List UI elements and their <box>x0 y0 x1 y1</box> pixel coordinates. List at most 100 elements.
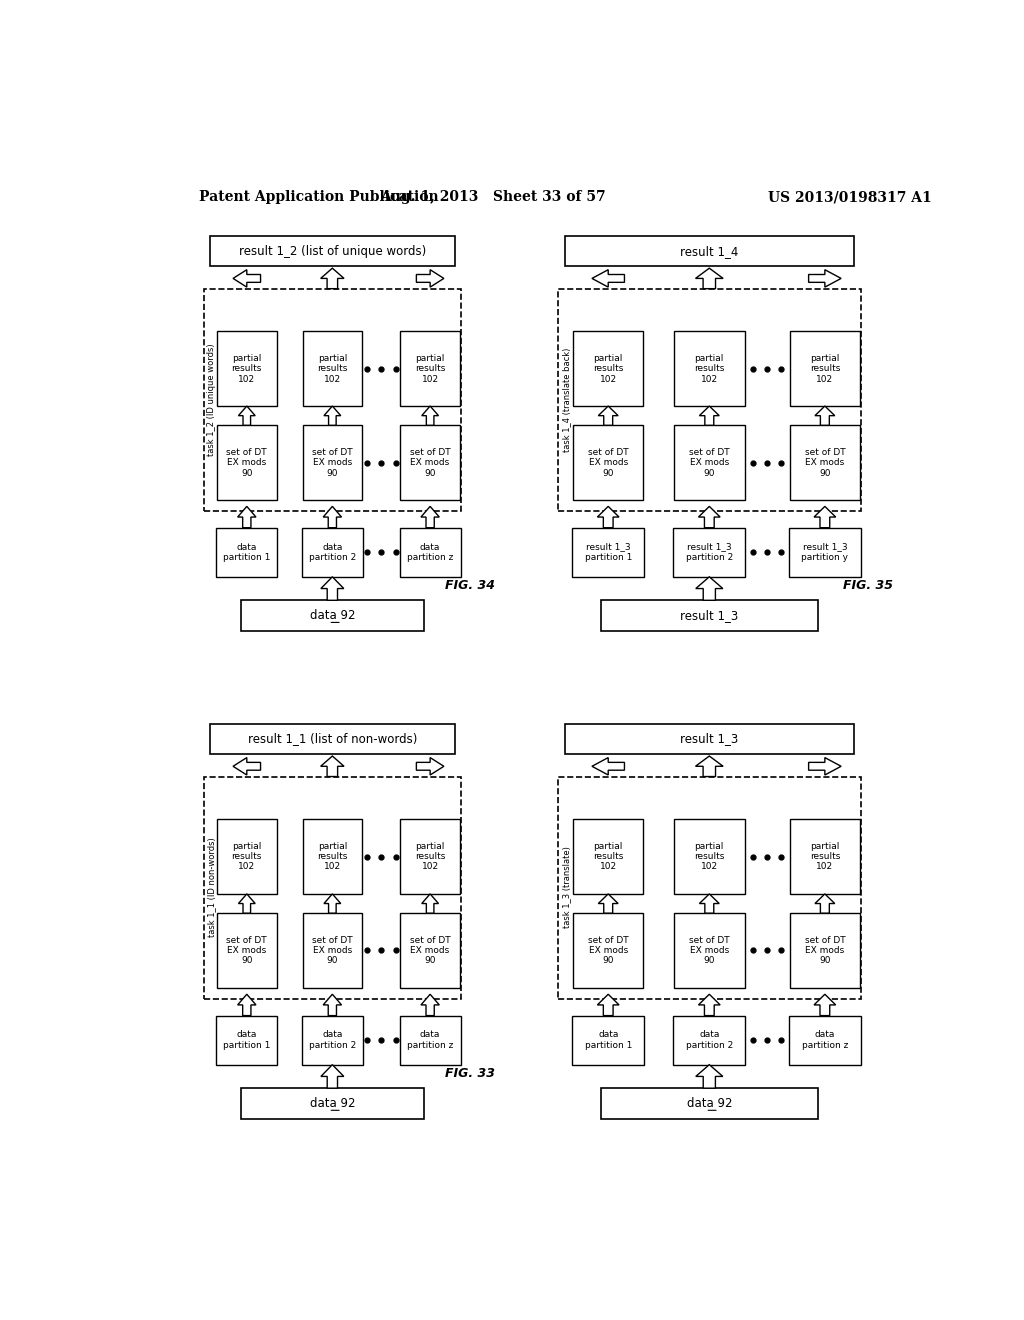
Bar <box>216 528 278 577</box>
Polygon shape <box>695 756 723 776</box>
Bar <box>302 1015 362 1065</box>
Bar <box>241 601 424 631</box>
Bar <box>400 820 460 894</box>
Polygon shape <box>422 407 438 425</box>
Bar <box>565 236 854 267</box>
Text: data
partition z: data partition z <box>407 543 454 562</box>
Text: partial
results
102: partial results 102 <box>317 354 347 384</box>
Text: data
partition 2: data partition 2 <box>686 1031 733 1049</box>
Bar <box>790 820 860 894</box>
Text: set of DT
EX mods
90: set of DT EX mods 90 <box>410 936 451 965</box>
Polygon shape <box>695 577 723 601</box>
Bar <box>216 1015 278 1065</box>
Text: result 1_4: result 1_4 <box>680 244 738 257</box>
Polygon shape <box>695 1065 723 1088</box>
Text: set of DT
EX mods
90: set of DT EX mods 90 <box>410 447 451 478</box>
Bar <box>572 528 644 577</box>
Text: task 1_4 (translate back): task 1_4 (translate back) <box>562 347 571 451</box>
Bar <box>302 425 362 500</box>
Bar <box>558 289 861 511</box>
Polygon shape <box>324 994 342 1015</box>
Bar <box>601 601 817 631</box>
Polygon shape <box>592 758 625 775</box>
Text: result 1_3
partition 2: result 1_3 partition 2 <box>686 543 733 562</box>
Polygon shape <box>815 894 835 913</box>
Text: partial
results
102: partial results 102 <box>415 354 445 384</box>
Bar <box>788 528 861 577</box>
Bar <box>572 1015 644 1065</box>
Polygon shape <box>417 269 443 288</box>
Text: result 1_1 (list of non-words): result 1_1 (list of non-words) <box>248 733 417 746</box>
Text: data
partition 1: data partition 1 <box>223 543 270 562</box>
Text: result 1_3: result 1_3 <box>680 733 738 746</box>
Bar <box>400 331 460 407</box>
Polygon shape <box>321 577 344 601</box>
Text: set of DT
EX mods
90: set of DT EX mods 90 <box>226 447 267 478</box>
Polygon shape <box>233 269 260 288</box>
Bar <box>573 820 643 894</box>
Bar <box>399 528 461 577</box>
Bar <box>302 331 362 407</box>
Polygon shape <box>421 994 439 1015</box>
Text: result 1_3: result 1_3 <box>680 609 738 622</box>
Text: partial
results
102: partial results 102 <box>810 354 840 384</box>
Text: task 1_3 (translate): task 1_3 (translate) <box>562 846 571 928</box>
Bar <box>241 1088 424 1119</box>
Text: set of DT
EX mods
90: set of DT EX mods 90 <box>689 447 730 478</box>
Text: set of DT
EX mods
90: set of DT EX mods 90 <box>689 936 730 965</box>
Bar <box>217 425 276 500</box>
Bar <box>601 1088 817 1119</box>
Bar <box>790 331 860 407</box>
Text: data
partition z: data partition z <box>407 1031 454 1049</box>
Text: data
partition 2: data partition 2 <box>308 1031 356 1049</box>
Polygon shape <box>698 994 720 1015</box>
Text: partial
results
102: partial results 102 <box>694 354 725 384</box>
Polygon shape <box>324 507 342 528</box>
Text: set of DT
EX mods
90: set of DT EX mods 90 <box>226 936 267 965</box>
Bar <box>302 528 362 577</box>
Text: set of DT
EX mods
90: set of DT EX mods 90 <box>805 936 845 965</box>
Polygon shape <box>324 407 341 425</box>
Bar <box>217 331 276 407</box>
Bar <box>788 1015 861 1065</box>
Text: partial
results
102: partial results 102 <box>415 842 445 871</box>
Polygon shape <box>597 994 620 1015</box>
Text: FIG. 35: FIG. 35 <box>843 579 893 591</box>
Text: partial
results
102: partial results 102 <box>231 842 262 871</box>
Polygon shape <box>592 269 625 288</box>
Polygon shape <box>814 507 836 528</box>
Bar <box>302 913 362 987</box>
Bar <box>673 528 745 577</box>
Text: data
partition z: data partition z <box>802 1031 848 1049</box>
Text: partial
results
102: partial results 102 <box>694 842 725 871</box>
Text: task 1_2 (ID unique words): task 1_2 (ID unique words) <box>207 343 216 455</box>
Text: data 92: data 92 <box>309 1097 355 1110</box>
Bar <box>558 776 861 998</box>
Polygon shape <box>239 407 255 425</box>
Text: FIG. 33: FIG. 33 <box>445 1067 496 1080</box>
Text: data 92: data 92 <box>309 609 355 622</box>
Polygon shape <box>417 758 443 775</box>
Polygon shape <box>809 758 841 775</box>
Text: data
partition 1: data partition 1 <box>585 1031 632 1049</box>
Text: data
partition 1: data partition 1 <box>223 1031 270 1049</box>
Bar <box>674 820 744 894</box>
Bar <box>400 425 460 500</box>
Polygon shape <box>695 268 723 289</box>
Text: partial
results
102: partial results 102 <box>593 354 624 384</box>
Bar <box>204 289 461 511</box>
Polygon shape <box>238 507 256 528</box>
Bar <box>399 1015 461 1065</box>
Polygon shape <box>324 894 341 913</box>
Text: set of DT
EX mods
90: set of DT EX mods 90 <box>588 936 629 965</box>
Text: set of DT
EX mods
90: set of DT EX mods 90 <box>312 447 352 478</box>
Bar <box>573 425 643 500</box>
Text: data
partition 2: data partition 2 <box>308 543 356 562</box>
Text: FIG. 34: FIG. 34 <box>445 579 496 591</box>
Bar <box>673 1015 745 1065</box>
Text: set of DT
EX mods
90: set of DT EX mods 90 <box>312 936 352 965</box>
Bar <box>210 236 455 267</box>
Bar <box>302 820 362 894</box>
Polygon shape <box>321 268 344 289</box>
Bar <box>674 913 744 987</box>
